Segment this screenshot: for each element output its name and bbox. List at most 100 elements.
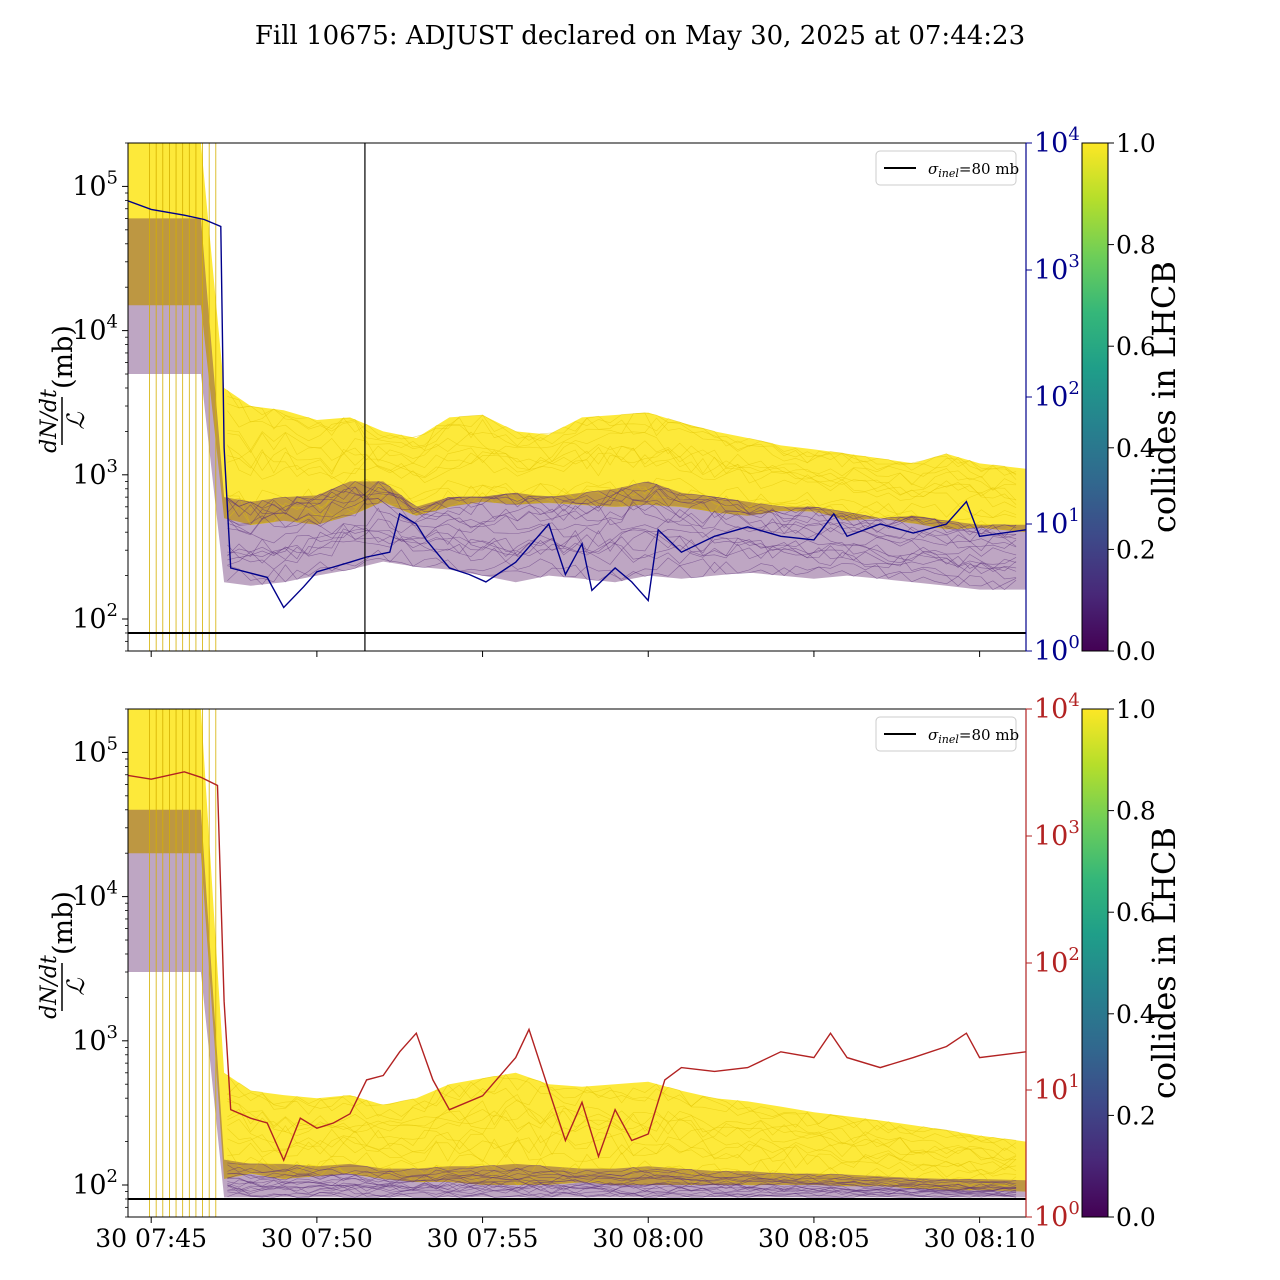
bunch-trace <box>227 1147 1017 1186</box>
band-colliding-bottom <box>128 709 1026 1192</box>
colorbar-label: collides in LHCB <box>1145 827 1183 1099</box>
right-tick-base: 10 <box>1034 821 1068 852</box>
colorbar-bottom: 0.0 0.2 0.4 0.6 0.8 1.0 collides in LHCB <box>1081 695 1183 1232</box>
band-non-colliding-top <box>128 218 1026 590</box>
right-tick-label: 103 <box>1034 817 1080 852</box>
bunch-trace <box>227 1073 1017 1144</box>
ylabel-unit: (mb) <box>48 325 79 389</box>
ylabel-bottom: dN/dt ℒ (mb) <box>37 891 90 1019</box>
bunch-trace <box>227 494 1017 548</box>
bunch-trace <box>227 1186 1017 1196</box>
bunch-trace <box>227 1114 1017 1171</box>
ytick-base: 10 <box>72 460 106 491</box>
colorbar-tick-label: 0.8 <box>1116 231 1156 260</box>
bunch-trace <box>227 518 1017 566</box>
bunch-trace <box>227 481 1017 538</box>
series-line-bottom <box>128 771 1026 1163</box>
bunch-trace <box>227 445 1017 508</box>
ytick-exp: 2 <box>107 600 118 621</box>
right-tick-exp: 4 <box>1068 690 1079 711</box>
legend-bottom: σinel=80 mb <box>875 716 1019 752</box>
colorbar-tick-label: 0.0 <box>1116 1203 1156 1232</box>
colorbar-tick-label: 1.0 <box>1116 695 1156 724</box>
colorbar-tick-label: 1.0 <box>1116 129 1156 158</box>
right-tick-exp: 3 <box>1068 817 1079 838</box>
right-tick-label: 101 <box>1034 505 1080 540</box>
ylabel-denominator: ℒ <box>62 978 90 996</box>
bunch-trace <box>227 1172 1017 1189</box>
right-tick-exp: 1 <box>1068 505 1079 526</box>
bunch-trace <box>227 557 1017 590</box>
bunch-trace <box>227 1108 1017 1165</box>
ytick-label: 103 <box>72 456 118 491</box>
bunch-trace <box>227 528 1017 574</box>
right-tick-label: 102 <box>1034 378 1080 413</box>
right-tick-base: 10 <box>1034 636 1068 667</box>
bunch-traces-bottom <box>227 1073 1017 1198</box>
bunch-trace <box>227 1162 1017 1183</box>
legend-label: σinel=80 mb <box>928 726 1019 746</box>
right-tick-exp: 2 <box>1068 944 1079 965</box>
legend-rest: =80 mb <box>959 160 1019 178</box>
ylabel-denominator: ℒ <box>62 412 90 430</box>
right-tick-label: 103 <box>1034 251 1080 286</box>
right-tick-exp: 4 <box>1068 124 1079 145</box>
legend-label: σinel=80 mb <box>928 160 1019 180</box>
right-tick-base: 10 <box>1034 694 1068 725</box>
bunch-trace <box>227 498 1017 552</box>
bunch-trace <box>227 1084 1017 1151</box>
right-tick-base: 10 <box>1034 948 1068 979</box>
bunch-trace <box>227 1074 1017 1149</box>
bunch-trace <box>227 410 1017 478</box>
colorbar-tick-label: 0.8 <box>1116 797 1156 826</box>
colorbar-tick-label: 0.6 <box>1116 332 1156 361</box>
right-tick-base: 10 <box>1034 1202 1068 1233</box>
right-tick-label: 102 <box>1034 944 1080 979</box>
plot-area-bottom <box>128 709 1026 1217</box>
right-tick-label: 100 <box>1034 632 1080 667</box>
ytick-exp: 2 <box>107 1166 118 1187</box>
ytick-label: 102 <box>72 1166 118 1201</box>
ylabel-numerator: dN/dt <box>37 955 62 1019</box>
bunch-trace <box>227 1101 1017 1160</box>
bunch-trace <box>227 396 1017 476</box>
xtick-label: 30 07:45 <box>95 1224 207 1253</box>
colorbar-gradient <box>1081 708 1109 1218</box>
right-tick-base: 10 <box>1034 128 1068 159</box>
legend-sub: inel <box>938 733 959 746</box>
colorbar-tick-label: 0.2 <box>1116 535 1156 564</box>
colorbar-top: 0.0 0.2 0.4 0.6 0.8 1.0 collides in LHCB <box>1081 129 1183 666</box>
xtick-label: 30 08:05 <box>758 1224 870 1253</box>
colorbar-gradient <box>1081 142 1109 652</box>
legend-sigma: σ <box>928 160 939 178</box>
bunch-trace <box>227 1173 1017 1189</box>
ytick-label: 105 <box>72 733 118 768</box>
bunch-trace <box>227 531 1017 574</box>
bunch-trace <box>227 431 1017 491</box>
ytick-base: 10 <box>72 604 106 635</box>
ytick-label: 103 <box>72 1022 118 1057</box>
ytick-base: 10 <box>72 737 106 768</box>
colorbar-tick-label: 0.4 <box>1116 434 1156 463</box>
ytick-label: 104 <box>72 312 118 347</box>
bunch-trace <box>227 549 1017 590</box>
bunch-trace <box>227 1094 1017 1159</box>
ytick-label: 102 <box>72 600 118 635</box>
ytick-base: 10 <box>72 1170 106 1201</box>
right-tick-label: 100 <box>1034 1198 1080 1233</box>
right-tick-label: 101 <box>1034 1071 1080 1106</box>
right-tick-exp: 3 <box>1068 251 1079 272</box>
legend-sub: inel <box>938 167 959 180</box>
bunch-trace <box>227 486 1017 543</box>
right-tick-base: 10 <box>1034 509 1068 540</box>
right-tick-label: 104 <box>1034 124 1080 159</box>
series-line-top <box>128 200 1026 609</box>
ytick-exp: 5 <box>107 733 118 754</box>
colorbar-tick-label: 0.6 <box>1116 898 1156 927</box>
injection-spikes-top <box>149 143 217 651</box>
xtick-label: 30 08:00 <box>592 1224 704 1253</box>
bunch-trace <box>227 1136 1017 1178</box>
ytick-exp: 4 <box>107 878 118 899</box>
bunch-trace <box>227 481 1017 532</box>
